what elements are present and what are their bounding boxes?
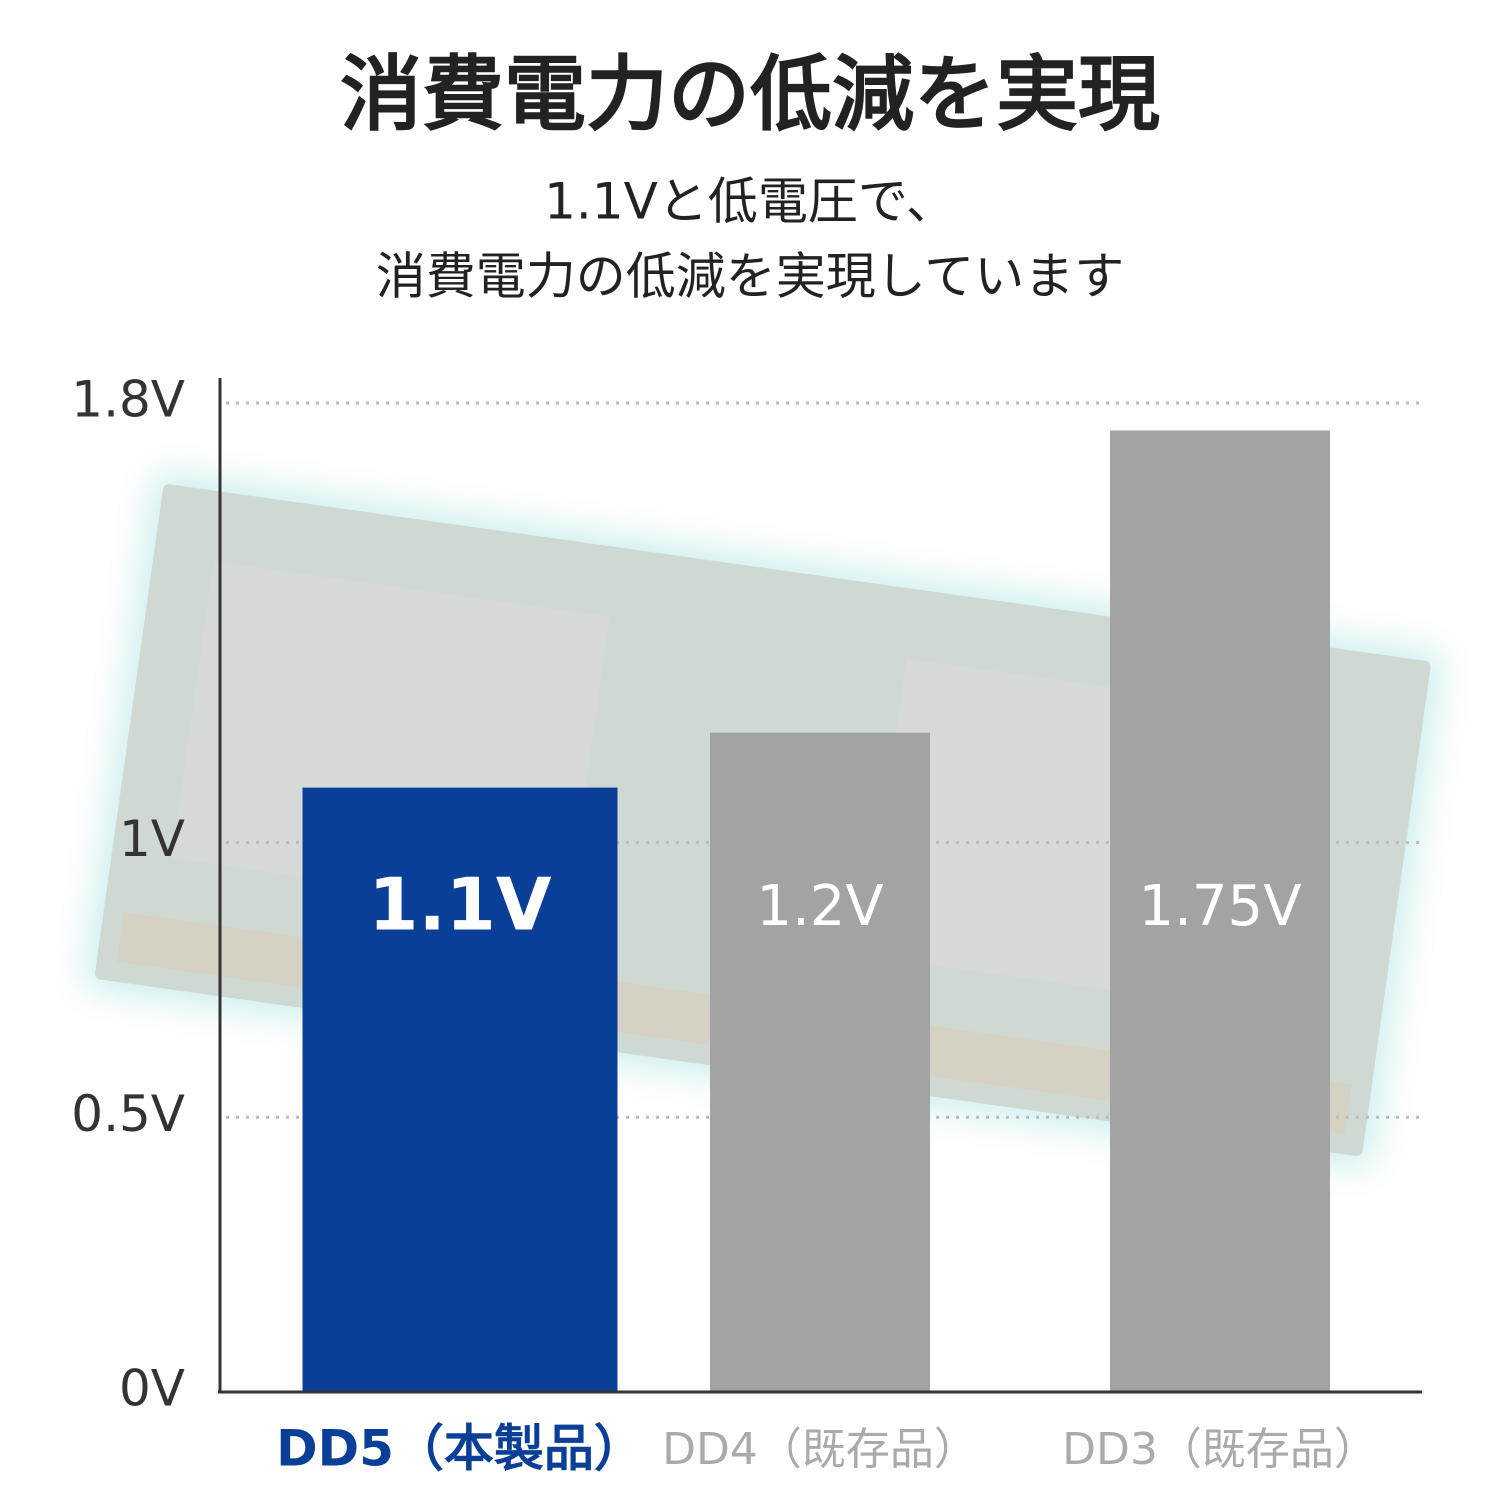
- value-label: 1.2V: [756, 874, 883, 939]
- bar: [302, 787, 618, 1392]
- bar: [1110, 430, 1330, 1392]
- value-label: 1.1V: [368, 863, 552, 947]
- x-tick-label: DD3（既存品）: [1062, 1424, 1378, 1475]
- x-tick-label: DD5（本製品）: [276, 1420, 644, 1478]
- y-tick-label: 1.8V: [71, 371, 185, 429]
- chart-title: 消費電力の低減を実現: [340, 47, 1160, 142]
- y-tick-label: 0.5V: [71, 1085, 185, 1143]
- y-tick-label: 1V: [119, 810, 185, 868]
- value-label: 1.75V: [1139, 874, 1302, 939]
- bars: DD5（本製品） 1.1V DD4（既存品） 1.2V DD3（既存品） 1.75V: [276, 430, 1378, 1478]
- subtitle: 消費電力の低減を実現しています: [376, 248, 1125, 306]
- y-tick-label: 0V: [119, 1360, 185, 1418]
- subtitle: 1.1Vと低電圧で、: [544, 173, 956, 231]
- grid: 0V 0.5V 1V 1.8V: [71, 371, 1420, 1418]
- x-tick-label: DD4（既存品）: [662, 1424, 978, 1475]
- bar: [710, 732, 930, 1392]
